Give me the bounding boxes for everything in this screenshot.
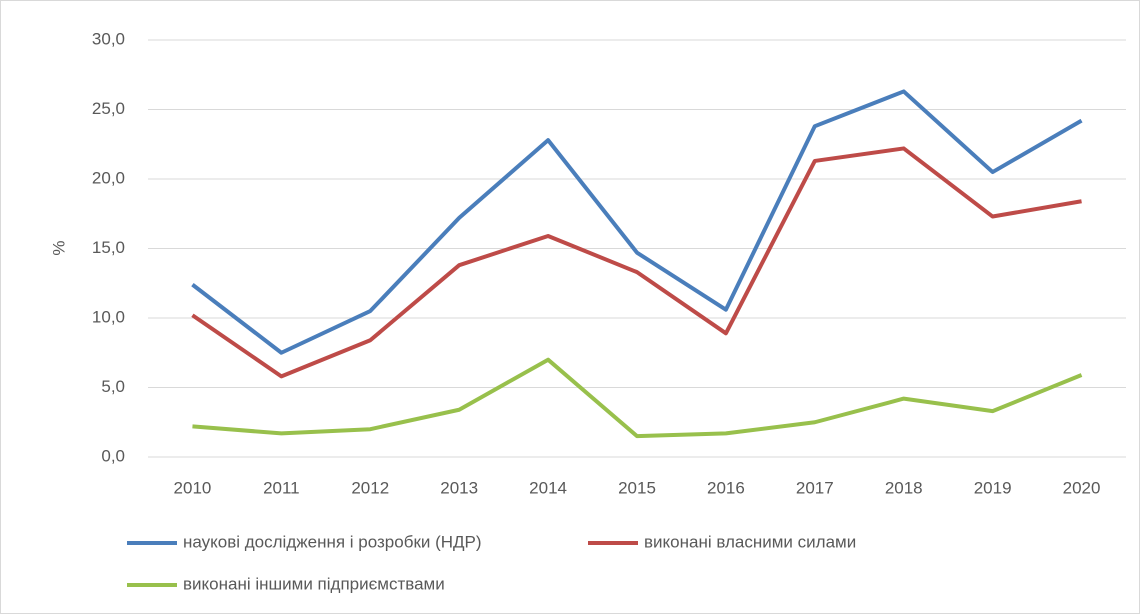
- x-tick-label: 2010: [174, 478, 212, 497]
- x-tick-label: 2015: [618, 478, 656, 497]
- y-tick-label: 0,0: [101, 446, 125, 465]
- x-tick-label: 2011: [263, 478, 300, 497]
- x-tick-label: 2012: [351, 478, 389, 497]
- legend-label: виконані власними силами: [644, 532, 856, 551]
- x-tick-label: 2016: [707, 478, 745, 497]
- x-tick-label: 2014: [529, 478, 567, 497]
- y-tick-label: 15,0: [92, 238, 125, 257]
- data-line: [191, 146, 1082, 379]
- y-axis-label: %: [49, 240, 68, 255]
- x-tick-label: 2017: [796, 478, 834, 497]
- legend-label: наукові дослідження і розробки (НДР): [183, 532, 482, 551]
- y-tick-label: 30,0: [92, 29, 125, 48]
- x-tick-label: 2013: [440, 478, 478, 497]
- x-tick-label: 2020: [1063, 478, 1101, 497]
- y-tick-label: 25,0: [92, 99, 125, 118]
- y-tick-label: 5,0: [101, 377, 125, 396]
- y-tick-label: 10,0: [92, 307, 125, 326]
- x-tick-label: 2019: [974, 478, 1012, 497]
- y-tick-label: 20,0: [92, 168, 125, 187]
- x-tick-label: 2018: [885, 478, 923, 497]
- data-line: [191, 89, 1083, 355]
- data-line: [192, 357, 1083, 439]
- legend-label: виконані іншими підприємствами: [183, 574, 445, 593]
